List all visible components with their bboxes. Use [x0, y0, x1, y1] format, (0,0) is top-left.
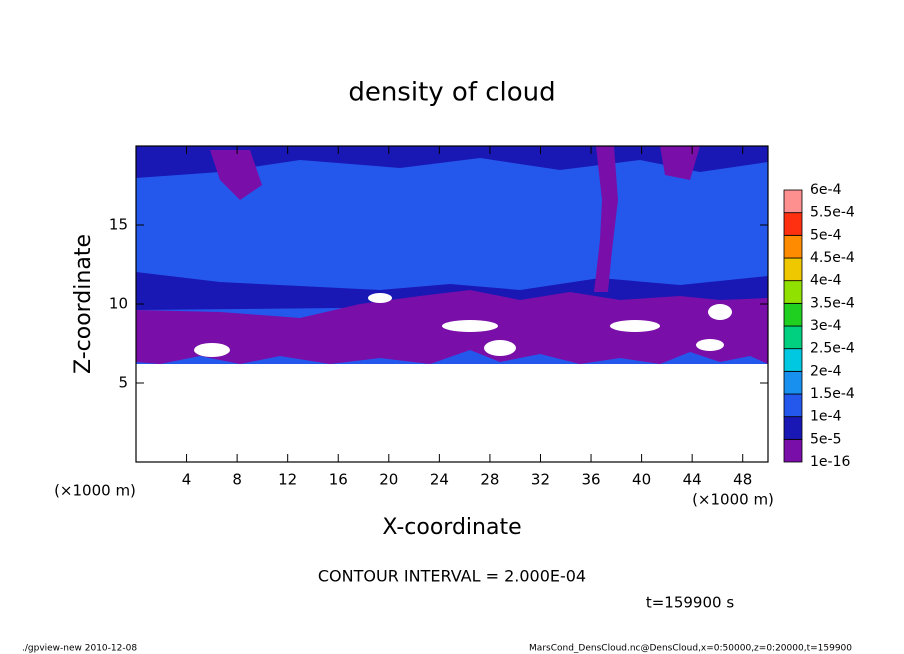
y-unit-label: (×1000 m): [54, 482, 136, 500]
colorbar-swatch: [783, 416, 803, 440]
x-tick-label: 28: [480, 471, 499, 489]
footer-right: MarsCond_DensCloud.nc@DensCloud,x=0:5000…: [529, 644, 852, 654]
colorbar-swatch: [783, 257, 803, 282]
y-axis-label: Z-coordinate: [71, 234, 96, 374]
contour-interval: CONTOUR INTERVAL = 2.000E-04: [318, 567, 586, 586]
x-tick-label: 8: [232, 471, 242, 489]
chart-title: density of cloud: [348, 78, 555, 108]
field-gap: [696, 339, 724, 351]
x-tick-label: 32: [531, 471, 550, 489]
colorbar-swatch: [783, 370, 803, 395]
colorbar-label: 2e-4: [810, 363, 842, 379]
colorbar-label: 6e-4: [810, 182, 842, 198]
field-gap: [708, 304, 732, 320]
x-tick-label: 48: [733, 471, 752, 489]
colorbar-swatch: [783, 234, 803, 259]
colorbar-label: 4e-4: [810, 273, 842, 289]
footer-left: ./gpview-new 2010-12-08: [22, 644, 137, 654]
colorbar-swatch: [783, 393, 803, 418]
colorbar-swatch: [783, 280, 803, 304]
field-region: [210, 150, 262, 200]
colorbar-label: 4.5e-4: [810, 250, 855, 266]
field-gap: [194, 343, 230, 357]
colorbar-label: 1.5e-4: [810, 386, 855, 402]
colorbar-label: 5.5e-4: [810, 205, 855, 221]
colorbar-label: 2.5e-4: [810, 341, 855, 357]
x-tick-label: 16: [329, 471, 348, 489]
colorbar-label: 3.5e-4: [810, 295, 855, 311]
contour-field: [136, 146, 768, 364]
field-gap: [442, 320, 498, 332]
x-tick-label: 24: [430, 471, 449, 489]
time-label: t=159900 s: [646, 594, 734, 612]
y-tick-label: 15: [109, 216, 128, 234]
x-tick-label: 12: [278, 471, 297, 489]
colorbar-swatch: [783, 348, 803, 372]
x-axis-label: X-coordinate: [382, 515, 521, 540]
field-gap: [484, 340, 516, 356]
field-region: [660, 146, 700, 180]
field-gap: [610, 320, 660, 332]
y-tick-label: 10: [109, 295, 128, 313]
x-unit-label: (×1000 m): [692, 491, 774, 509]
x-tick-label: 36: [581, 471, 600, 489]
x-tick-label: 4: [182, 471, 192, 489]
field-gap: [368, 293, 392, 303]
colorbar-label: 5e-4: [810, 227, 842, 243]
colorbar-swatch: [783, 438, 803, 463]
colorbar-label: 3e-4: [810, 318, 842, 334]
field-region: [594, 146, 618, 292]
y-tick-label: 5: [118, 374, 128, 392]
colorbar-label: 1e-16: [810, 454, 850, 470]
colorbar-swatch: [783, 302, 803, 327]
colorbar-label: 1e-4: [810, 409, 842, 425]
x-tick-label: 44: [683, 471, 702, 489]
colorbar-swatch: [783, 212, 803, 236]
colorbar-swatch: [783, 189, 803, 214]
x-tick-label: 20: [379, 471, 398, 489]
x-tick-label: 40: [632, 471, 651, 489]
colorbar-swatch: [783, 325, 803, 350]
colorbar-label: 5e-5: [810, 431, 841, 447]
